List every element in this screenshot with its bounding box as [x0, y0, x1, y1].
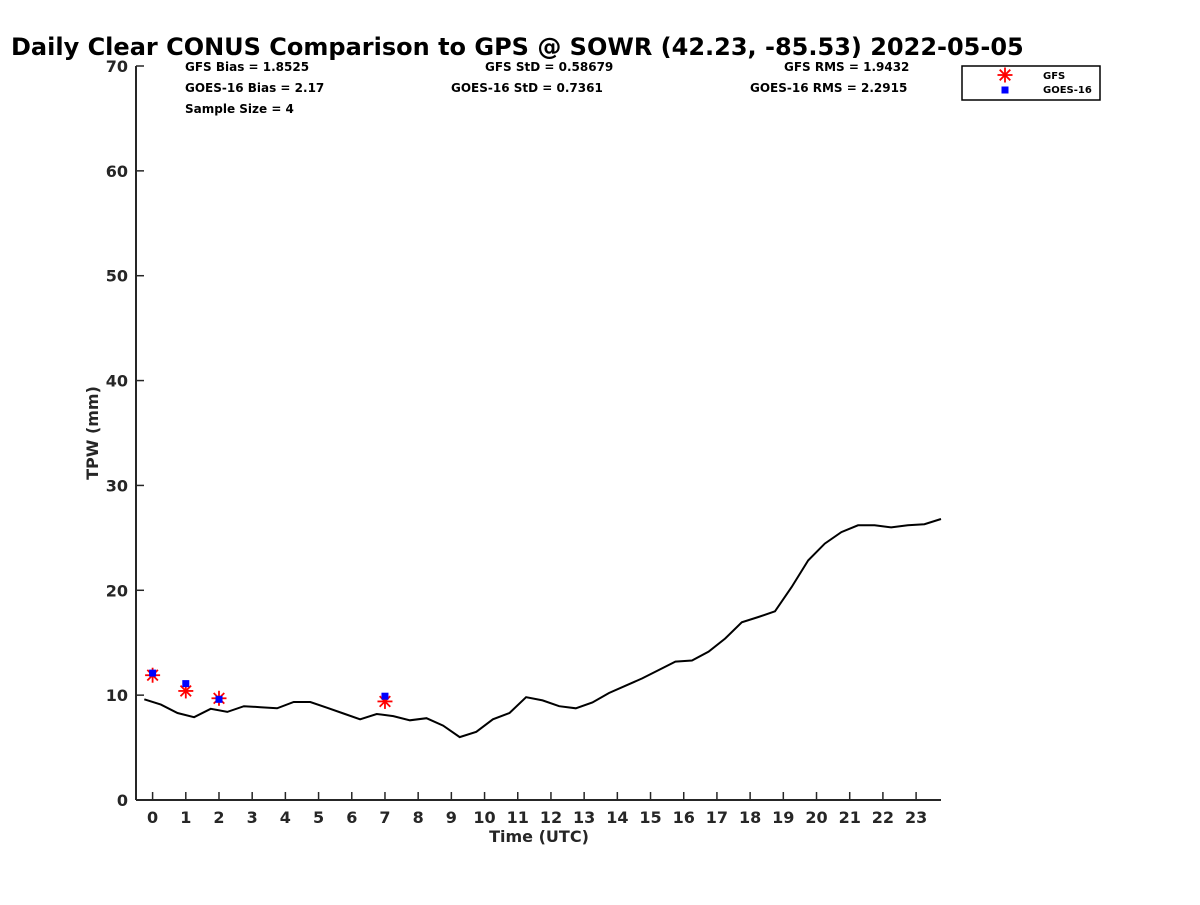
x-tick-label: 0 — [147, 808, 158, 827]
x-tick-label: 7 — [379, 808, 390, 827]
asterisk-stroke — [379, 695, 391, 708]
x-tick-label: 5 — [313, 808, 324, 827]
legend-gfs-marker — [997, 67, 1013, 83]
legend-goes-marker — [1001, 86, 1009, 94]
legend-goes-square — [1001, 86, 1009, 94]
legend-gfs-label: GFS — [1043, 71, 1065, 82]
x-tick-label: 4 — [280, 808, 291, 827]
y-tick-label: 70 — [106, 57, 128, 76]
goes-point — [381, 692, 389, 700]
x-axis-label: Time (UTC) — [489, 827, 589, 846]
gfs-bias-stat: GFS Bias = 1.8525 — [185, 60, 309, 74]
x-tick-label: 10 — [473, 808, 495, 827]
x-tick-label: 14 — [606, 808, 628, 827]
asterisk-stroke — [179, 685, 192, 697]
x-tick-label: 3 — [247, 808, 258, 827]
y-tick-label: 50 — [106, 267, 128, 286]
y-tick-label: 60 — [106, 162, 128, 181]
y-tick-label: 0 — [117, 791, 128, 810]
x-tick-label: 11 — [507, 808, 529, 827]
x-tick-label: 21 — [839, 808, 861, 827]
x-tick-label: 8 — [413, 808, 424, 827]
legend-box — [961, 65, 1101, 101]
x-tick-label: 23 — [905, 808, 927, 827]
axes: 0 1 2 3 4 5 6 7 8 9 10 11 12 13 14 15 16 17 18 19 20 21 22 2301… — [106, 57, 941, 827]
stats-block: GFS Bias = 1.8525 GFS StD = 0.58679 GFS … — [185, 60, 909, 116]
x-tick-label: 9 — [446, 808, 457, 827]
x-tick-label: 15 — [639, 808, 661, 827]
y-tick-label: 30 — [106, 476, 128, 495]
y-axis-label: TPW (mm) — [83, 386, 102, 480]
x-tick-label: 20 — [805, 808, 827, 827]
gfs-std-stat: GFS StD = 0.58679 — [485, 60, 613, 74]
legend-goes-label: GOES-16 — [1043, 85, 1092, 96]
x-tick-label: 13 — [573, 808, 595, 827]
y-tick-label: 10 — [106, 686, 128, 705]
x-tick-label: 16 — [673, 808, 695, 827]
goes-rms-stat: GOES-16 RMS = 2.2915 — [750, 81, 907, 95]
x-tick-label: 6 — [346, 808, 357, 827]
x-tick-label: 1 — [180, 808, 191, 827]
goes-bias-stat: GOES-16 Bias = 2.17 — [185, 81, 324, 95]
legend-gfs-asterisk — [997, 67, 1013, 83]
gfs-rms-stat: GFS RMS = 1.9432 — [784, 60, 909, 74]
legend: GFS GOES-16 — [961, 65, 1101, 101]
y-tick-label: 20 — [106, 581, 128, 600]
y-tick-label: 40 — [106, 372, 128, 391]
asterisk-stroke — [999, 69, 1011, 81]
chart-title: Daily Clear CONUS Comparison to GPS @ SO… — [11, 33, 1024, 61]
plot-area — [143, 518, 942, 739]
x-tick-label: 17 — [706, 808, 728, 827]
goes-point — [182, 680, 190, 688]
gfs-point — [178, 683, 194, 699]
x-tick-label: 18 — [739, 808, 761, 827]
gps-series-line — [143, 518, 942, 739]
x-tick-label: 12 — [540, 808, 562, 827]
x-tick-label: 2 — [213, 808, 224, 827]
goes-point — [149, 669, 157, 677]
goes-std-stat: GOES-16 StD = 0.7361 — [451, 81, 603, 95]
x-tick-label: 19 — [772, 808, 794, 827]
goes-point — [215, 695, 223, 703]
sample-size-stat: Sample Size = 4 — [185, 102, 294, 116]
x-tick-label: 22 — [872, 808, 894, 827]
